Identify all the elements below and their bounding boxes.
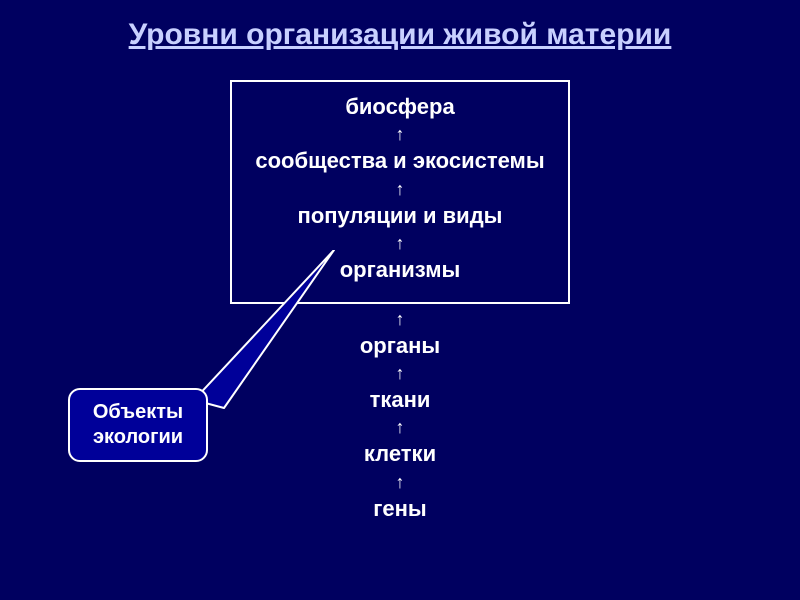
level-communities: сообщества и экосистемы — [255, 148, 544, 174]
hierarchy-container: биосфера ↑ сообщества и экосистемы ↑ поп… — [190, 80, 610, 524]
level-populations: популяции и виды — [298, 203, 503, 229]
arrow-up-icon: ↑ — [396, 234, 405, 252]
arrow-up-icon: ↑ — [396, 473, 405, 491]
arrow-up-icon: ↑ — [396, 418, 405, 436]
page-title: Уровни организации живой материи — [0, 0, 800, 52]
level-organs: органы — [360, 333, 440, 359]
level-genes: гены — [373, 496, 426, 522]
level-tissues: ткани — [370, 387, 431, 413]
ecology-callout: Объекты экологии — [68, 388, 208, 462]
level-organisms: организмы — [340, 257, 461, 283]
arrow-up-icon: ↑ — [396, 180, 405, 198]
arrow-up-icon: ↑ — [396, 125, 405, 143]
arrow-up-icon: ↑ — [396, 310, 405, 328]
level-cells: клетки — [364, 441, 436, 467]
callout-label: Объекты экологии — [76, 400, 200, 450]
ecology-box: биосфера ↑ сообщества и экосистемы ↑ поп… — [230, 80, 570, 304]
level-biosphere: биосфера — [345, 94, 454, 120]
arrow-up-icon: ↑ — [396, 364, 405, 382]
